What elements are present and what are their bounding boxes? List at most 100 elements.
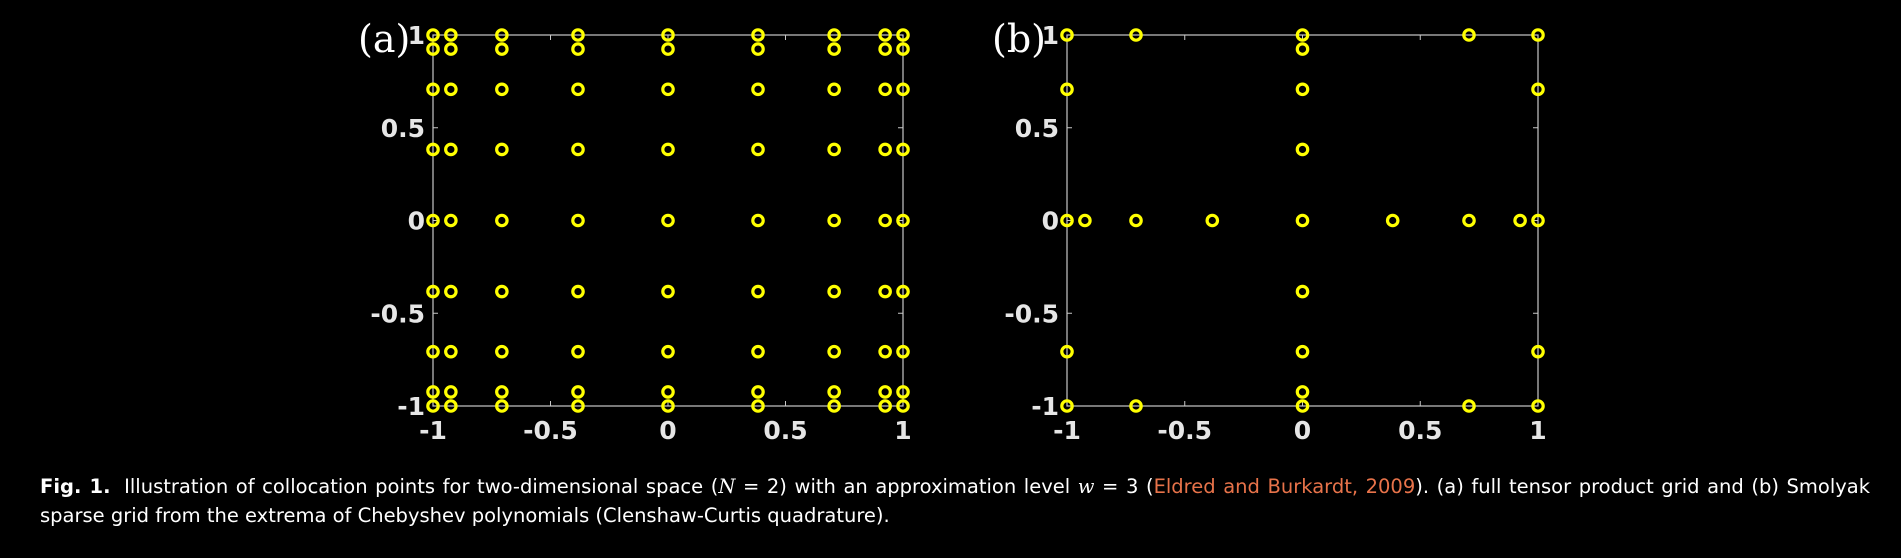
panel-a-data-point <box>661 344 675 359</box>
panel-a-data-point <box>495 385 509 399</box>
panel-a-data-point <box>444 82 458 97</box>
panel-a-data-point <box>878 213 892 228</box>
caption-figure-label: Fig. 1. <box>40 475 111 498</box>
panel-a-data-point <box>444 42 458 56</box>
panel-a-data-point <box>896 399 910 413</box>
panel-b-data-point <box>1385 213 1400 228</box>
panel-a-data-point <box>426 82 440 97</box>
panel-a-data-point <box>896 344 910 359</box>
panel-a-y-tick-label: 0.5 <box>381 114 425 143</box>
panel-a-data-point <box>827 82 841 97</box>
panel-a-data-point <box>827 344 841 359</box>
panel-b-data-point <box>1295 142 1310 157</box>
panel-b-data-point <box>1462 28 1476 42</box>
panel-b-scatter: -1 -0.5 0 0.5 1-1-0.500.51(b) <box>992 17 1547 445</box>
panel-b-data-point <box>1531 213 1545 228</box>
panel-a-data-point <box>878 399 892 413</box>
panel-a-data-point <box>827 385 841 399</box>
panel-b-data-point <box>1060 82 1074 97</box>
panel-a-data-point <box>751 399 765 413</box>
panel-a-data-point <box>444 142 458 157</box>
panel-a-data-point <box>827 399 841 413</box>
panel-a-data-point <box>426 399 440 413</box>
panel-a-data-point <box>751 213 765 228</box>
panel-a-data-point <box>661 142 675 157</box>
panel-a-data-point <box>444 344 458 359</box>
panel-b-x-tick-label: -0.5 <box>1157 416 1212 445</box>
panel-b-y-tick-label: 1 <box>1042 21 1059 50</box>
panel-a-data-point <box>878 142 892 157</box>
panel-b-data-point <box>1295 42 1310 56</box>
panel-a-data-point <box>878 385 892 399</box>
caption-text-part-3: = 3 ( <box>1094 475 1154 498</box>
panel-a-data-point <box>751 28 765 42</box>
panel-b-data-point <box>1060 399 1074 413</box>
caption-variable-w: w <box>1077 475 1095 498</box>
panel-b-y-tick-label: 0.5 <box>1015 114 1059 143</box>
panel-b-data-point <box>1295 385 1310 399</box>
panel-a-data-point <box>444 213 458 228</box>
panel-b-axes-frame <box>1066 34 1539 407</box>
panel-a-data-point <box>878 284 892 299</box>
panel-a-y-tick-label: -0.5 <box>370 299 425 328</box>
panel-a-data-point <box>661 399 675 413</box>
panel-b-data-point <box>1060 28 1074 42</box>
panel-a-data-point <box>661 213 675 228</box>
panel-b-data-point <box>1295 82 1310 97</box>
panel-a-data-point <box>495 213 509 228</box>
panel-a-data-point <box>495 142 509 157</box>
panel-a-data-point <box>426 385 440 399</box>
caption-citation-link[interactable]: Eldred and Burkardt, 2009 <box>1153 475 1416 498</box>
panel-a-data-point <box>896 284 910 299</box>
panel-a-data-point <box>661 82 675 97</box>
panel-b-data-point <box>1531 82 1545 97</box>
panel-b-data-point <box>1205 213 1220 228</box>
panel-b-x-tick-label: -1 <box>1053 416 1081 445</box>
panel-b-data-point <box>1531 344 1545 359</box>
panel-b-y-tick-label: -0.5 <box>1004 299 1059 328</box>
panel-a-data-point <box>426 42 440 56</box>
panel-a-data-point <box>571 284 585 299</box>
panel-a-x-tick-label: -0.5 <box>523 416 578 445</box>
panel-a-data-point <box>571 399 585 413</box>
caption-text-part-4: ). (a) full tensor product grid and (b) … <box>40 475 1871 527</box>
panel-a-data-point <box>878 82 892 97</box>
panel-a-x-tick-label: 0.5 <box>763 416 807 445</box>
panel-a-x-tick-label: -1 <box>419 416 447 445</box>
panel-b-data-point <box>1295 344 1310 359</box>
caption-text-part-1: Illustration of collocation points for t… <box>124 475 719 498</box>
panel-b-data-point <box>1531 399 1545 413</box>
panel-a-data-point <box>444 399 458 413</box>
panel-b-data-point <box>1129 399 1143 413</box>
panel-a-data-point <box>426 284 440 299</box>
panel-b-data-point <box>1462 213 1476 228</box>
panel-a-data-point <box>444 385 458 399</box>
panel-b-data-point <box>1531 28 1545 42</box>
panel-a-data-point <box>495 399 509 413</box>
panel-b-x-tick-label: 1 <box>1529 416 1546 445</box>
panel-a-data-point <box>878 28 892 42</box>
panel-a-data-point <box>751 385 765 399</box>
panel-a-data-point <box>896 42 910 56</box>
panel-a-data-point <box>495 82 509 97</box>
panel-b-data-point <box>1295 213 1310 228</box>
caption-text-part-2: = 2) with an approximation level <box>735 475 1078 498</box>
panel-a-data-point <box>571 82 585 97</box>
panel-a-data-point <box>751 82 765 97</box>
panel-b-data-point <box>1129 213 1143 228</box>
panel-b-data-point <box>1060 344 1074 359</box>
panel-a-data-point <box>444 284 458 299</box>
panel-a-y-tick-label: 0 <box>408 207 425 236</box>
panel-a-data-point <box>896 213 910 228</box>
panel-a-y-tick-label: 1 <box>408 21 425 50</box>
panel-a-data-point <box>571 28 585 42</box>
panel-a-x-tick-label: 0 <box>659 416 676 445</box>
panel-a-x-tick-label: 1 <box>894 416 911 445</box>
panel-a-data-point <box>571 385 585 399</box>
panel-b-y-tick-label: -1 <box>1031 392 1059 421</box>
panel-a-data-point <box>426 28 440 42</box>
panel-a-data-point <box>426 142 440 157</box>
figure-caption: Fig. 1. Illustration of collocation poin… <box>40 472 1870 530</box>
panel-b-data-point <box>1129 28 1143 42</box>
